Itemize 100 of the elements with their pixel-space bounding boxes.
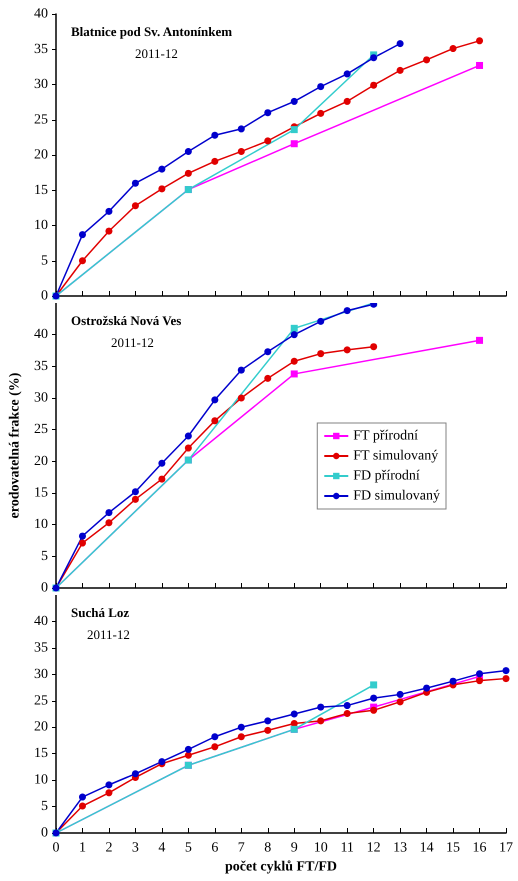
point: [476, 37, 484, 44]
x-tick-label: 8: [264, 840, 272, 856]
y-tick-label: 20: [34, 720, 48, 735]
point: [211, 743, 218, 750]
y-tick-label: 30: [34, 390, 48, 406]
point: [211, 132, 218, 139]
y-tick-label: 5: [41, 253, 48, 268]
y-tick-label: 35: [34, 358, 48, 374]
point: [396, 698, 404, 706]
y-tick-label: 10: [34, 517, 48, 532]
point: [290, 358, 298, 365]
point: [78, 231, 86, 238]
y-tick-label: 40: [34, 614, 48, 629]
point: [184, 148, 192, 155]
y-tick-label: 10: [34, 218, 48, 233]
point: [264, 374, 272, 382]
point: [158, 166, 166, 173]
point: [184, 746, 192, 753]
legend-label: FT přírodní: [353, 428, 418, 444]
point: [476, 336, 484, 344]
y-tick-label: 5: [41, 548, 48, 564]
point: [476, 62, 484, 69]
point: [132, 180, 139, 187]
y-tick-label: 25: [34, 422, 48, 438]
point: [158, 460, 166, 467]
point: [132, 202, 139, 210]
point: [264, 109, 272, 116]
x-tick-label: 11: [340, 840, 354, 856]
point: [317, 110, 324, 117]
point: [290, 710, 298, 718]
point: [264, 137, 272, 144]
point: [132, 770, 139, 778]
legend-label: FD simulovaný: [353, 488, 440, 504]
point: [158, 476, 166, 483]
legend-label: FD přírodní: [353, 468, 420, 484]
y-tick-label: 5: [41, 799, 48, 814]
point: [290, 98, 298, 105]
point: [370, 343, 378, 350]
point: [290, 324, 298, 332]
point: [132, 496, 139, 503]
point: [317, 83, 324, 90]
x-tick-label: 17: [499, 840, 513, 856]
point: [105, 208, 112, 215]
point: [105, 781, 112, 788]
y-tick-label: 0: [41, 288, 48, 304]
point: [105, 509, 112, 516]
y-tick-label: 20: [34, 454, 48, 469]
text: 2011-12: [135, 46, 178, 61]
point: [184, 444, 192, 452]
text: 2011-12: [111, 335, 154, 350]
x-tick-label: 1: [78, 840, 86, 856]
x-tick-label: 5: [184, 840, 192, 856]
x-tick-label: 13: [393, 840, 408, 856]
x-tick-label: 3: [132, 840, 139, 856]
point: [344, 307, 351, 314]
point: [211, 158, 218, 165]
point: [238, 733, 245, 740]
point: [317, 717, 324, 724]
point: [370, 54, 378, 62]
point: [370, 82, 378, 89]
x-tick-label: 0: [52, 840, 60, 856]
text: 2011-12: [87, 627, 130, 642]
y-tick-label: 25: [34, 112, 48, 128]
y-tick-label: 10: [34, 772, 48, 788]
point: [78, 802, 86, 810]
x-tick-label: 15: [446, 840, 460, 856]
y-tick-label: 20: [34, 148, 48, 162]
point: [105, 228, 112, 235]
point: [238, 148, 245, 155]
y-tick-label: 30: [34, 666, 48, 682]
text: Ostrožská Nová Ves: [71, 313, 182, 328]
y-axis-title: erodovatelná frakce (%): [8, 372, 22, 518]
point: [344, 710, 351, 717]
point: [344, 98, 351, 105]
y-tick-label: 40: [34, 6, 48, 22]
point: [238, 125, 245, 132]
x-tick-label: 2: [105, 840, 112, 856]
point: [450, 45, 457, 52]
y-tick-label: 35: [34, 640, 48, 656]
text: Suchá Loz: [71, 605, 130, 620]
point: [238, 394, 245, 402]
y-tick-label: 0: [41, 826, 48, 840]
legend-label: FT simulovaný: [353, 448, 438, 464]
point: [396, 66, 404, 74]
x-tick-label: 12: [366, 840, 381, 856]
point: [290, 370, 298, 378]
point: [211, 733, 218, 740]
point: [317, 318, 324, 325]
x-tick-label: 4: [158, 840, 166, 856]
y-tick-label: 0: [41, 580, 48, 596]
point: [290, 126, 298, 134]
point: [184, 752, 192, 759]
point: [132, 488, 139, 496]
point: [78, 532, 86, 540]
point: [423, 56, 430, 64]
point: [344, 70, 351, 78]
point: [264, 348, 272, 356]
y-tick-label: 35: [34, 42, 48, 57]
y-tick-label: 15: [34, 746, 48, 762]
point: [317, 350, 324, 358]
